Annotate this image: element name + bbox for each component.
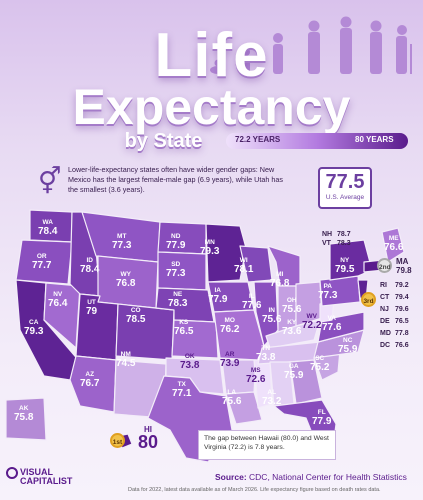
state-mi — [267, 245, 301, 287]
gender-gap-note: Lower-life-expectancy states often have … — [68, 165, 283, 194]
title-line-2: Expectancy — [72, 79, 351, 135]
state-mo — [213, 309, 265, 361]
ne-row-vt: VT 78.3 — [322, 240, 351, 247]
state-wy — [97, 255, 159, 309]
gap-callout: The gap between Hawaii (80.0) and West V… — [198, 430, 336, 460]
rank-first-badge: 1st — [110, 433, 125, 448]
ne-row-md: MD 77.8 — [380, 330, 409, 337]
state-ar — [221, 359, 257, 395]
ne-row-ct: CT 79.4 — [380, 294, 409, 301]
ne-row-nj: NJ 79.6 — [380, 306, 409, 313]
legend-gradient — [226, 133, 408, 149]
ne-row-dc: DC 76.6 — [380, 342, 409, 349]
state-co — [115, 303, 175, 361]
state-ia — [207, 281, 255, 313]
rank-third-badge: 3rd — [361, 292, 376, 307]
logo: VISUAL CAPITALIST — [20, 467, 73, 486]
state-ak — [5, 397, 47, 441]
state-me — [381, 227, 405, 263]
state-pa — [319, 275, 361, 307]
state-ks — [171, 319, 219, 359]
state-la — [225, 391, 263, 425]
title-line-1: Life — [154, 21, 269, 90]
state-or — [15, 239, 73, 285]
ne-row-ma: MA 79.8 — [396, 257, 412, 275]
gender-icon: ⚥ — [38, 166, 62, 196]
rank-second-badge: 2nd — [377, 258, 392, 273]
visual-capitalist-logo-icon — [6, 467, 18, 479]
state-sd — [157, 251, 207, 291]
state-nd — [157, 221, 207, 255]
ne-row-ri: RI 79.2 — [380, 282, 409, 289]
state-ny — [329, 239, 373, 281]
footnote: Data for 2022, latest data available as … — [128, 487, 381, 493]
ne-row-de: DE 76.5 — [380, 318, 409, 325]
state-az — [69, 355, 117, 413]
us-average-value: 77.5 — [325, 171, 365, 193]
state-label-hi: HI 80 — [138, 425, 159, 452]
title-line-3: by State — [124, 130, 203, 152]
state-wi — [239, 245, 273, 283]
people-silhouettes-icon — [210, 16, 412, 74]
us-average-box: 77.5 U.S. Average — [318, 167, 372, 209]
state-wa — [29, 209, 73, 243]
source: Source: CDC, National Center for Health … — [215, 472, 407, 482]
legend-max-label: 80 YEARS — [355, 135, 394, 144]
ne-row-nh: NH 78.7 — [322, 231, 351, 238]
legend-min-label: 72.2 YEARS — [235, 135, 281, 144]
state-ky — [265, 319, 321, 349]
state-oh — [295, 281, 323, 327]
state-mn — [205, 223, 247, 283]
state-ga — [289, 359, 323, 405]
us-average-label: U.S. Average — [325, 194, 365, 201]
state-ut — [75, 293, 119, 361]
